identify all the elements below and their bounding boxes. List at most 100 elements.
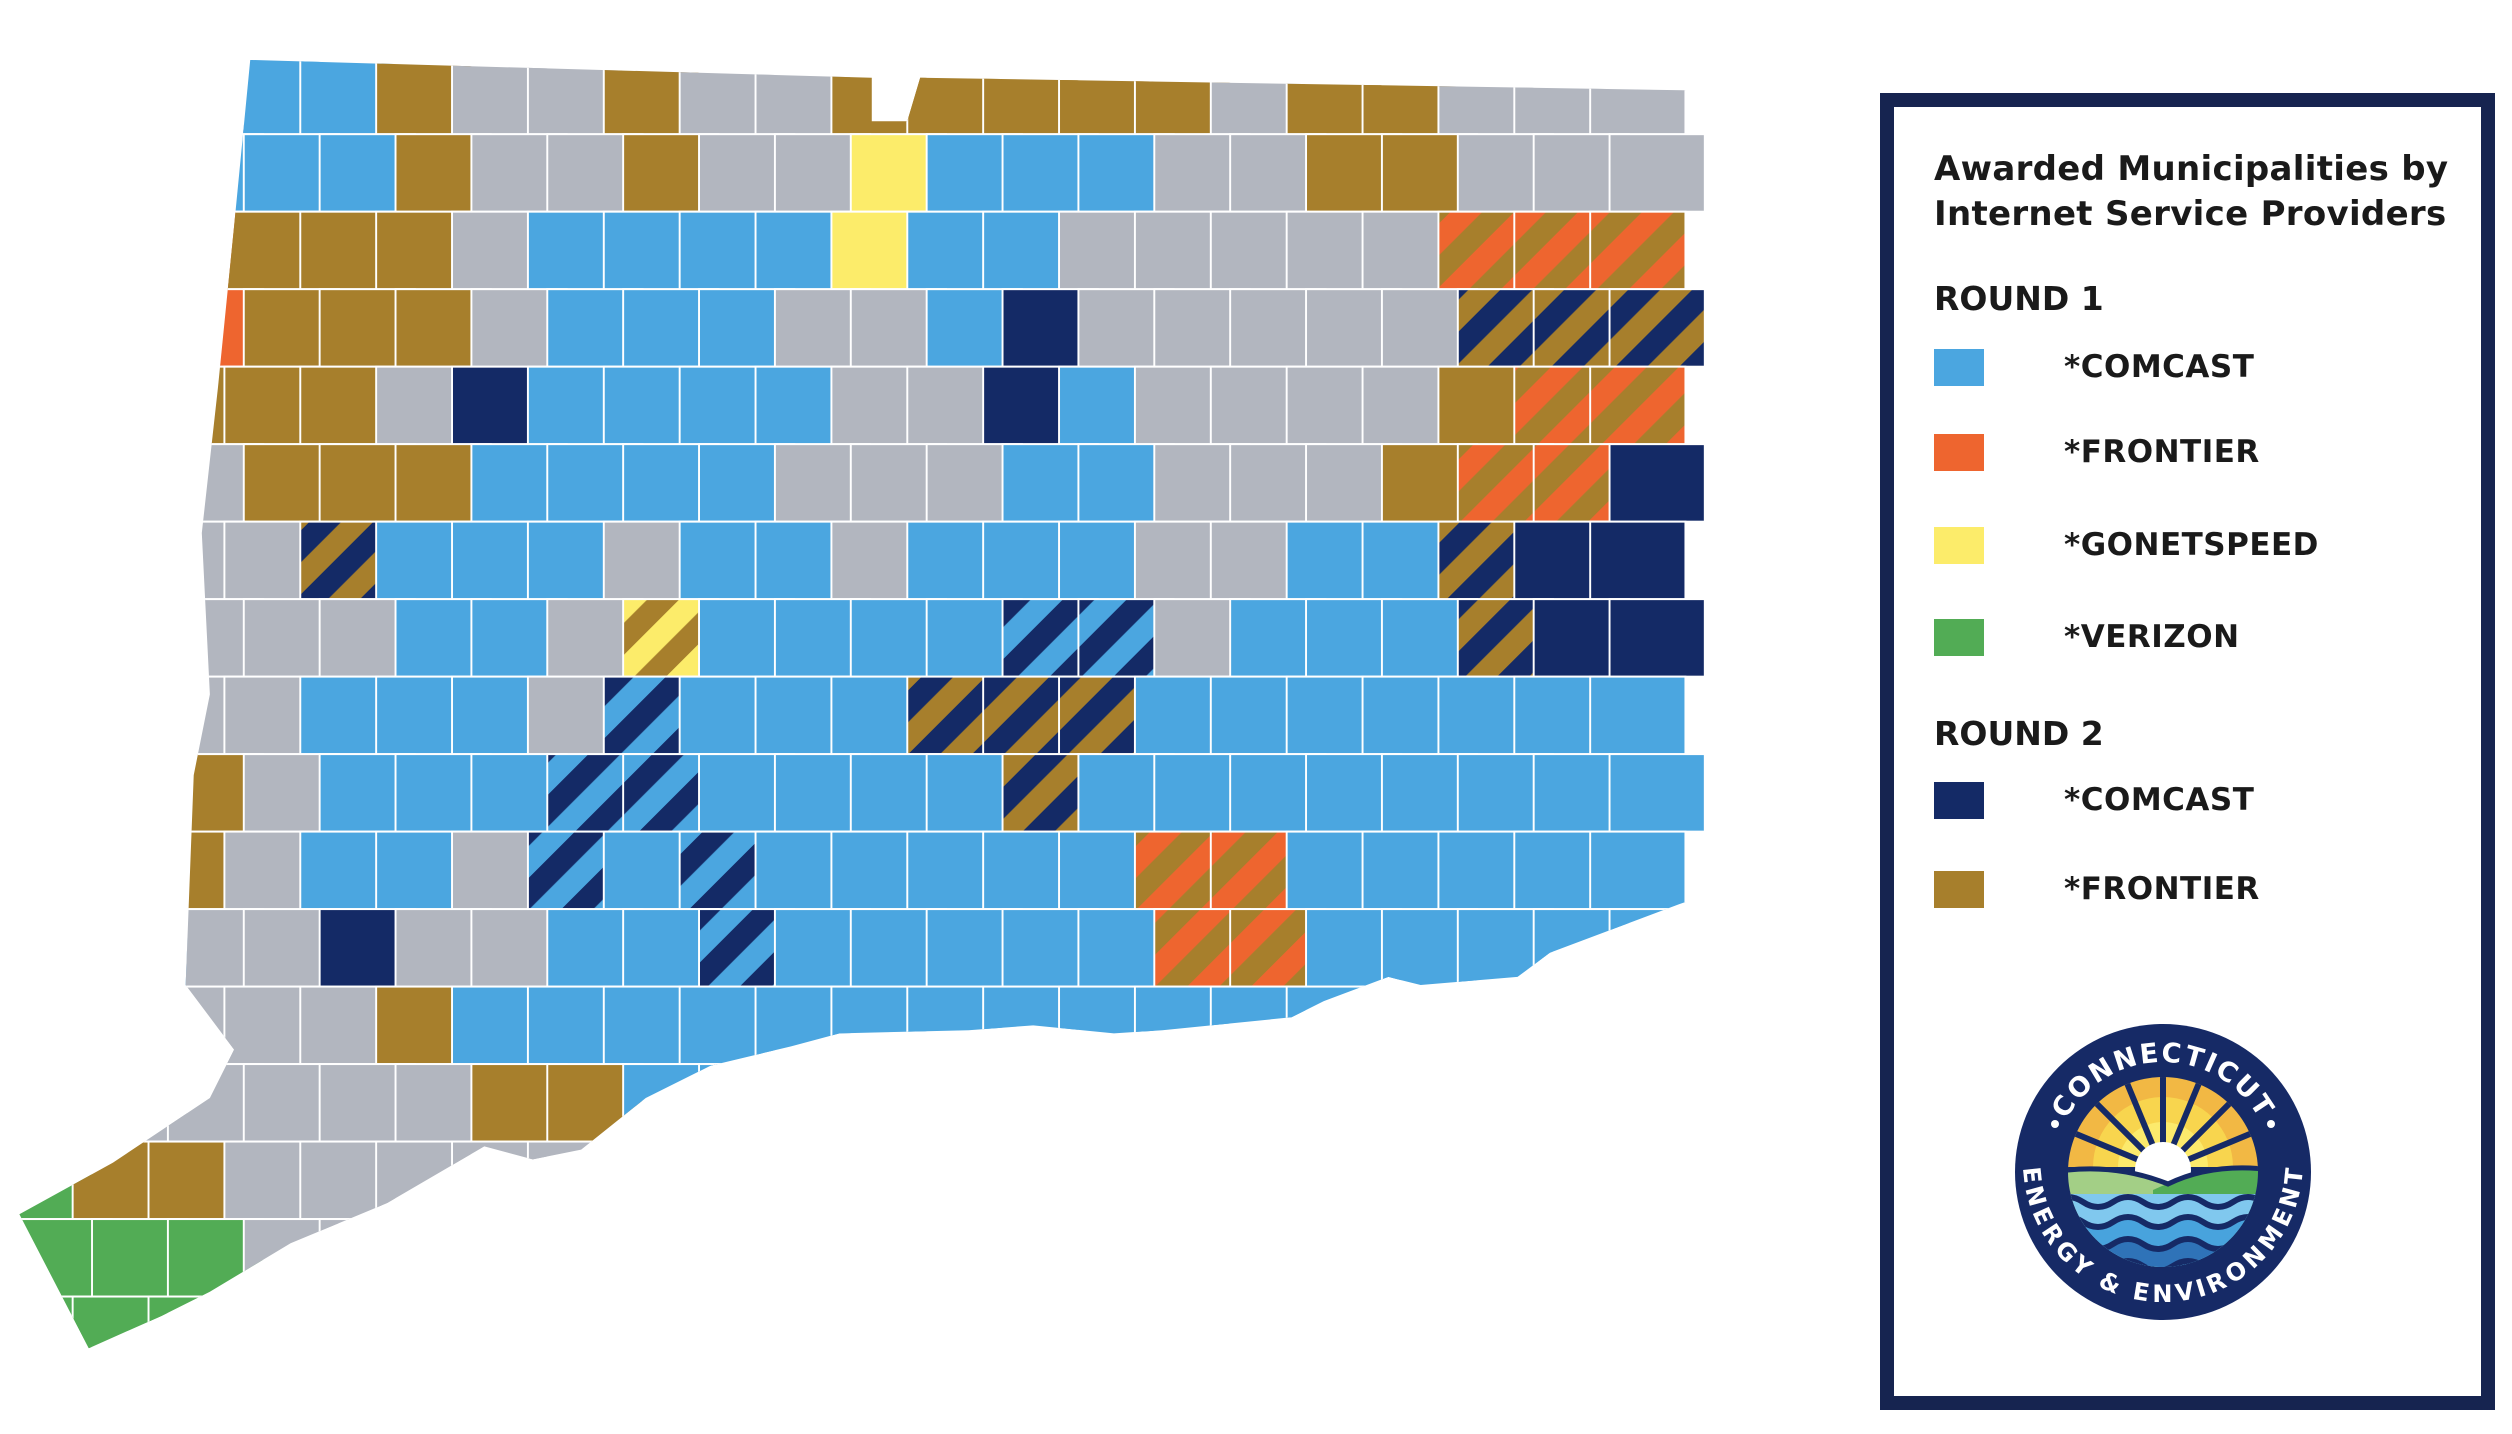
municipality [849, 1063, 948, 1143]
municipality [1437, 985, 1535, 1066]
municipality [925, 1063, 1023, 1143]
legend-item-round1-frontier: *FRONTIER [1934, 432, 2260, 472]
municipality [622, 1063, 720, 1143]
municipality [678, 1295, 776, 1349]
municipality [830, 1140, 928, 1221]
municipality [1532, 1063, 1630, 1143]
municipality [1133, 1140, 1232, 1221]
municipality [1608, 753, 1706, 833]
municipality [526, 1140, 625, 1221]
municipality [1077, 1218, 1175, 1298]
municipality [982, 1140, 1080, 1221]
municipality [1456, 1063, 1555, 1143]
municipality [1513, 1140, 1611, 1221]
legend-label: *COMCAST [2064, 349, 2255, 385]
municipality [1305, 1218, 1403, 1298]
legend-label: *GONETSPEED [2064, 527, 2319, 563]
legend-label: *FRONTIER [2064, 871, 2260, 907]
municipality [91, 133, 189, 213]
municipality [1380, 1063, 1479, 1143]
municipality [1361, 985, 1459, 1066]
municipality [1285, 1295, 1383, 1349]
municipality [71, 365, 169, 446]
municipality [1589, 675, 1687, 756]
round-1-heading: ROUND 1 [1934, 279, 2104, 318]
municipality [754, 1295, 852, 1349]
municipality [849, 1218, 948, 1298]
municipality [91, 753, 189, 833]
municipality [1380, 1218, 1479, 1298]
municipality [1589, 210, 1687, 291]
municipality [19, 908, 113, 988]
municipality [375, 1295, 473, 1349]
legend-title: Awarded Municipalities by Internet Servi… [1934, 147, 2448, 237]
municipality [698, 1063, 796, 1143]
municipality [91, 598, 189, 678]
municipality [1513, 1295, 1611, 1349]
municipality [19, 1063, 113, 1143]
municipality [1153, 1218, 1251, 1298]
ct-energy-environment-logo: CONNECTICUT ENERGY & ENVIRONMENT [2015, 1024, 2311, 1320]
legend-item-round2-comcast: *COMCAST [1934, 780, 2254, 820]
municipality [1608, 443, 1706, 523]
municipality [19, 675, 93, 756]
municipality [71, 675, 169, 756]
municipality [1209, 1295, 1308, 1349]
municipality [223, 1295, 321, 1349]
swatch-round1-verizon [1934, 618, 1984, 656]
round-2-heading: ROUND 2 [1934, 714, 2104, 753]
municipality [19, 133, 113, 213]
municipality [982, 1295, 1080, 1349]
municipality [1077, 1063, 1175, 1143]
municipality [1361, 1140, 1459, 1221]
municipality [147, 59, 245, 136]
municipality [925, 1218, 1023, 1298]
municipality [1589, 1140, 1687, 1221]
municipality [242, 1218, 340, 1298]
swatch-round2-frontier [1934, 870, 1984, 908]
legend-title-line2: Internet Service Providers [1934, 194, 2447, 234]
legend-label: *VERIZON [2064, 619, 2240, 655]
municipality [71, 520, 169, 601]
municipality [622, 1218, 720, 1298]
municipality [1285, 985, 1383, 1066]
municipality [1608, 908, 1706, 988]
swatch-round2-comcast [1934, 781, 1984, 819]
municipality [678, 1140, 776, 1221]
municipality [1589, 59, 1687, 136]
municipality [19, 365, 93, 446]
municipality [526, 1295, 625, 1349]
municipality [1589, 520, 1687, 601]
municipality [91, 288, 189, 368]
municipality [71, 985, 169, 1066]
municipality [1209, 1140, 1308, 1221]
municipality [1229, 1063, 1327, 1143]
municipality [773, 1218, 872, 1298]
municipality [1058, 1140, 1156, 1221]
municipality [1589, 985, 1687, 1066]
municipality [19, 598, 113, 678]
municipality [1153, 1063, 1251, 1143]
municipality [1305, 1063, 1403, 1143]
municipality [1532, 1218, 1630, 1298]
legend-item-round1-verizon: *VERIZON [1934, 617, 2240, 657]
municipality [394, 1218, 492, 1298]
municipality [71, 59, 169, 136]
municipality [91, 908, 189, 988]
municipality [830, 1295, 928, 1349]
municipality [546, 1218, 644, 1298]
legend-item-round1-gonetspeed: *GONETSPEED [1934, 525, 2319, 565]
municipality [147, 1295, 245, 1349]
municipality [1608, 133, 1706, 213]
municipality [1608, 288, 1706, 368]
municipality [1608, 1218, 1706, 1298]
municipality [19, 520, 93, 601]
municipality [1058, 1295, 1156, 1349]
municipality [1608, 598, 1706, 678]
legend-title-line1: Awarded Municipalities by [1934, 149, 2449, 189]
municipality [602, 1140, 701, 1221]
municipality [1361, 1295, 1459, 1349]
municipality [906, 1295, 1004, 1349]
municipality [1133, 1295, 1232, 1349]
municipality [91, 443, 189, 523]
